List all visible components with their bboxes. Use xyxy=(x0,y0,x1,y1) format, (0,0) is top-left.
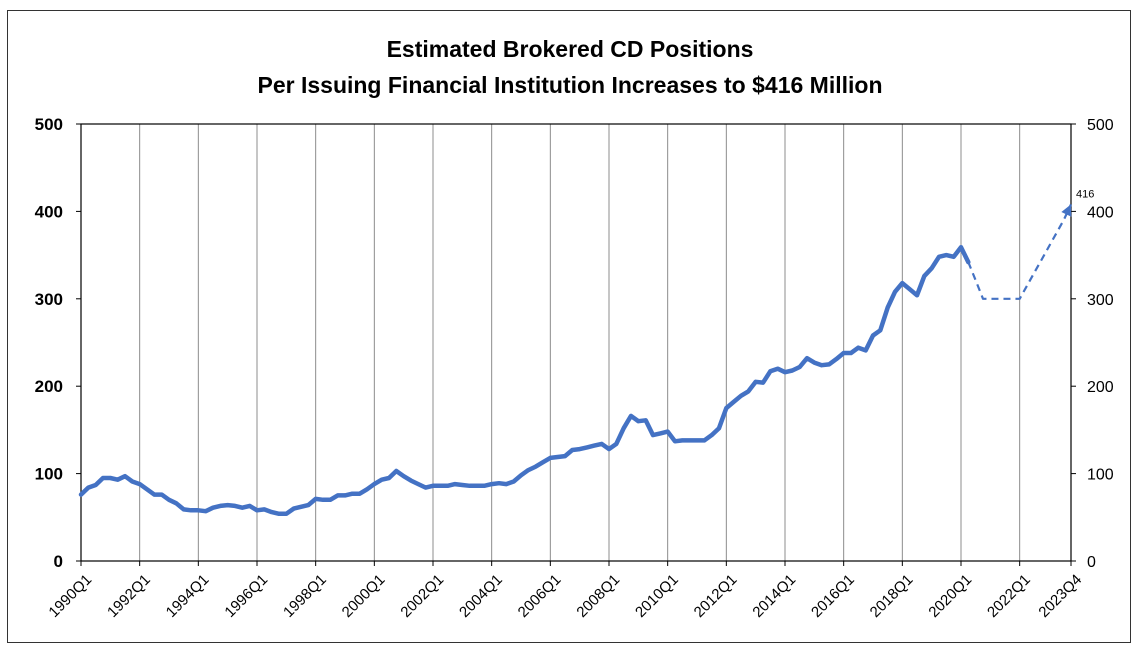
x-tick-label: 2014Q1 xyxy=(749,571,799,621)
y2-tick-label: 100 xyxy=(1087,467,1114,484)
chart-subtitle: Per Issuing Financial Institution Increa… xyxy=(257,72,883,98)
x-axis: 1990Q1 1992Q1 1994Q1 1996Q1 1998Q1 2000Q1 2002… xyxy=(45,561,1085,621)
y2-tick-label: 400 xyxy=(1087,204,1114,221)
y2-tick-label: 300 xyxy=(1087,292,1114,309)
x-tick-label: 2022Q1 xyxy=(984,571,1034,621)
x-tick-label: 1998Q1 xyxy=(280,571,330,621)
y2-tick-label: 0 xyxy=(1087,554,1096,571)
x-tick-label: 2020Q1 xyxy=(925,571,975,621)
y-tick-label: 200 xyxy=(35,377,63,396)
x-tick-label: 1992Q1 xyxy=(104,571,154,621)
x-tick-label: 2023Q4 xyxy=(1035,571,1085,621)
series-line-solid xyxy=(78,244,971,517)
series-lines xyxy=(78,203,1072,517)
y-tick-label: 300 xyxy=(35,290,63,309)
data-labels: 416 xyxy=(1076,188,1094,200)
y-tick-label: 100 xyxy=(35,465,63,484)
plot-area-border xyxy=(80,123,1072,562)
y-tick-label: 500 xyxy=(35,115,63,134)
arrow-head-marker xyxy=(1061,204,1072,217)
x-tick-label: 2002Q1 xyxy=(397,571,447,621)
x-tick-label: 1990Q1 xyxy=(45,571,95,621)
x-tick-label: 2010Q1 xyxy=(632,571,682,621)
x-tick-label: 2000Q1 xyxy=(339,571,389,621)
end-value-label: 416 xyxy=(1076,188,1094,200)
projection-line-dashed xyxy=(967,203,1072,300)
y2-tick-label: 200 xyxy=(1087,379,1114,396)
x-tick-label: 2006Q1 xyxy=(515,571,565,621)
x-tick-label: 2012Q1 xyxy=(691,571,741,621)
x-tick-label: 1994Q1 xyxy=(163,571,213,621)
y-tick-label: 0 xyxy=(54,552,63,571)
vertical-gridlines xyxy=(80,124,1072,561)
x-tick-label: 2004Q1 xyxy=(456,571,506,621)
chart-frame xyxy=(7,10,1131,643)
y-axis-right: 0 100 200 300 400 500 xyxy=(1071,117,1114,571)
y-tick-label: 400 xyxy=(35,202,63,221)
x-tick-label: 2016Q1 xyxy=(808,571,858,621)
x-tick-label: 1996Q1 xyxy=(221,571,271,621)
x-tick-label: 2008Q1 xyxy=(573,571,623,621)
x-tick-label: 2018Q1 xyxy=(867,571,917,621)
y2-tick-label: 500 xyxy=(1087,117,1114,134)
chart-title: Estimated Brokered CD Positions xyxy=(386,36,754,62)
y-axis-left: 0 100 200 300 400 500 xyxy=(35,115,81,571)
